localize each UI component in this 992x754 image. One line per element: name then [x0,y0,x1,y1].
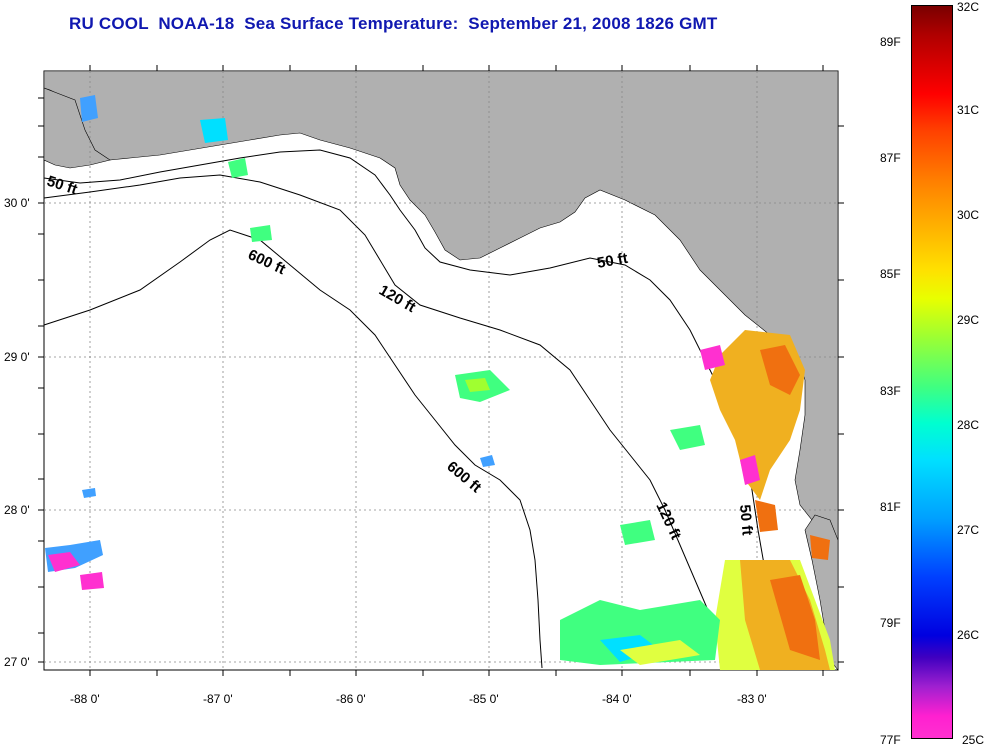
lon-label: -86 0' [336,692,366,706]
contour-50ft [43,149,831,671]
lat-label: 29 0' [4,350,30,364]
contour-label: 50 ft [736,504,756,536]
lat-label: 27 0' [4,655,30,669]
depth-contours [43,149,831,671]
axis-ticks [38,65,844,676]
colorbar-celsius-label: 32C [957,0,980,14]
sst-patches [45,95,835,670]
colorbar-fahrenheit-label: 89F [880,35,901,49]
lon-label: -83 0' [737,692,767,706]
lon-label: -88 0' [70,692,100,706]
lon-label: -84 0' [602,692,632,706]
contour-120ft [43,174,741,669]
colorbar-fahrenheit-label: 81F [880,500,901,514]
colorbar-celsius-label: 27C [957,523,980,537]
lon-label: -85 0' [469,692,499,706]
lat-label: 30 0' [4,196,30,210]
colorbar-fahrenheit-label: 77F [880,733,901,747]
temperature-colorbar [911,5,953,739]
map-title: RU COOL NOAA-18 Sea Surface Temperature:… [69,14,718,33]
lon-label: -87 0' [203,692,233,706]
contour-label: 50 ft [596,250,629,272]
colorbar-fahrenheit-label: 83F [880,384,901,398]
colorbar-celsius-label: 31C [957,103,980,117]
colorbar-fahrenheit-label: 85F [880,267,901,281]
colorbar-celsius-label: 30C [957,208,980,222]
colorbar-fahrenheit-label: 87F [880,151,901,165]
lat-label: 28 0' [4,503,30,517]
land-area-west [43,87,111,169]
colorbar-celsius-label: 29C [957,313,980,327]
colorbar-celsius-label: 28C [957,418,980,432]
colorbar-fahrenheit-label: 79F [880,616,901,630]
contour-600ft [43,229,543,669]
colorbar-celsius-label: 25C [962,733,985,747]
colorbar-celsius-label: 26C [957,628,980,642]
